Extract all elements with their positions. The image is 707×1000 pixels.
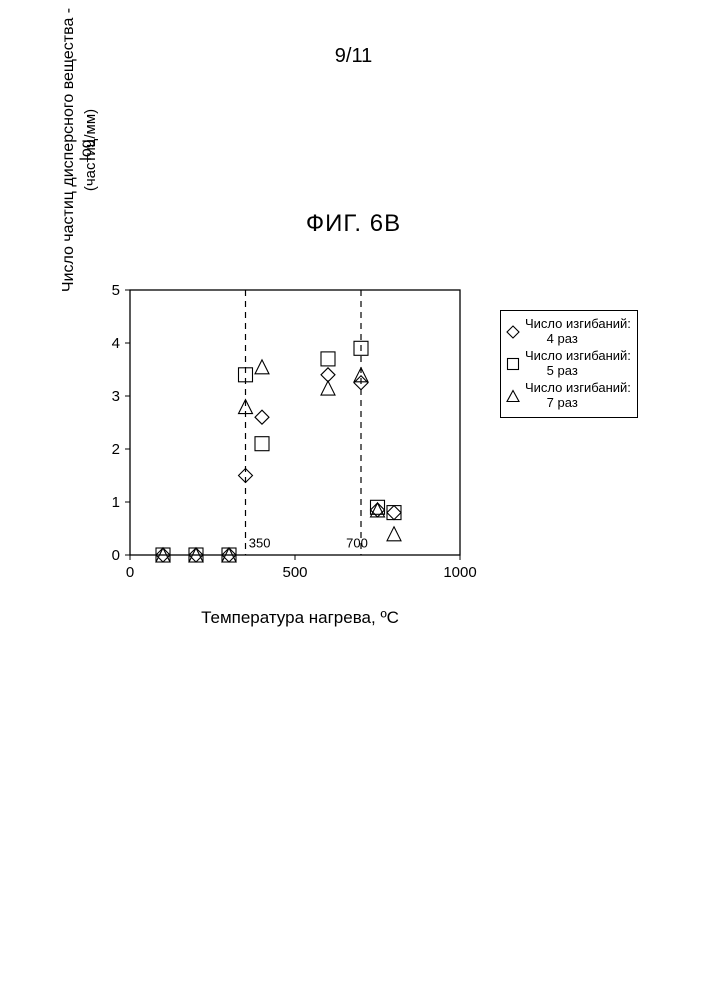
y-axis-label-sub: (частиц/мм): [82, 0, 99, 300]
svg-text:3: 3: [112, 388, 120, 405]
square-icon: [505, 350, 521, 378]
svg-text:0: 0: [126, 564, 134, 581]
svg-text:1000: 1000: [443, 564, 476, 581]
page-root: 9/11 ФИГ. 6B Число частиц дисперсного ве…: [0, 0, 707, 1000]
legend-label: Число изгибаний: 7 раз: [525, 381, 631, 411]
legend-row: Число изгибаний: 5 раз: [505, 349, 631, 379]
x-axis-label: Температура нагрева, ºC: [150, 608, 450, 628]
page-number: 9/11: [0, 45, 707, 68]
legend: Число изгибаний: 4 раз Число изгибаний: …: [500, 310, 638, 418]
svg-text:5: 5: [112, 282, 120, 299]
scatter-chart: 0 1 2 3 4 5 0 500 1000 350 700: [70, 280, 490, 600]
svg-text:1: 1: [112, 494, 120, 511]
triangle-icon: [505, 382, 521, 410]
legend-label: Число изгибаний: 4 раз: [525, 317, 631, 347]
svg-text:350: 350: [249, 536, 271, 551]
svg-text:2: 2: [112, 441, 120, 458]
svg-text:0: 0: [112, 547, 120, 564]
figure-title: ФИГ. 6B: [0, 210, 707, 238]
svg-text:500: 500: [282, 564, 307, 581]
legend-row: Число изгибаний: 7 раз: [505, 381, 631, 411]
svg-text:700: 700: [346, 536, 368, 551]
legend-label: Число изгибаний: 5 раз: [525, 349, 631, 379]
diamond-icon: [505, 318, 521, 346]
svg-text:4: 4: [112, 335, 120, 352]
legend-row: Число изгибаний: 4 раз: [505, 317, 631, 347]
